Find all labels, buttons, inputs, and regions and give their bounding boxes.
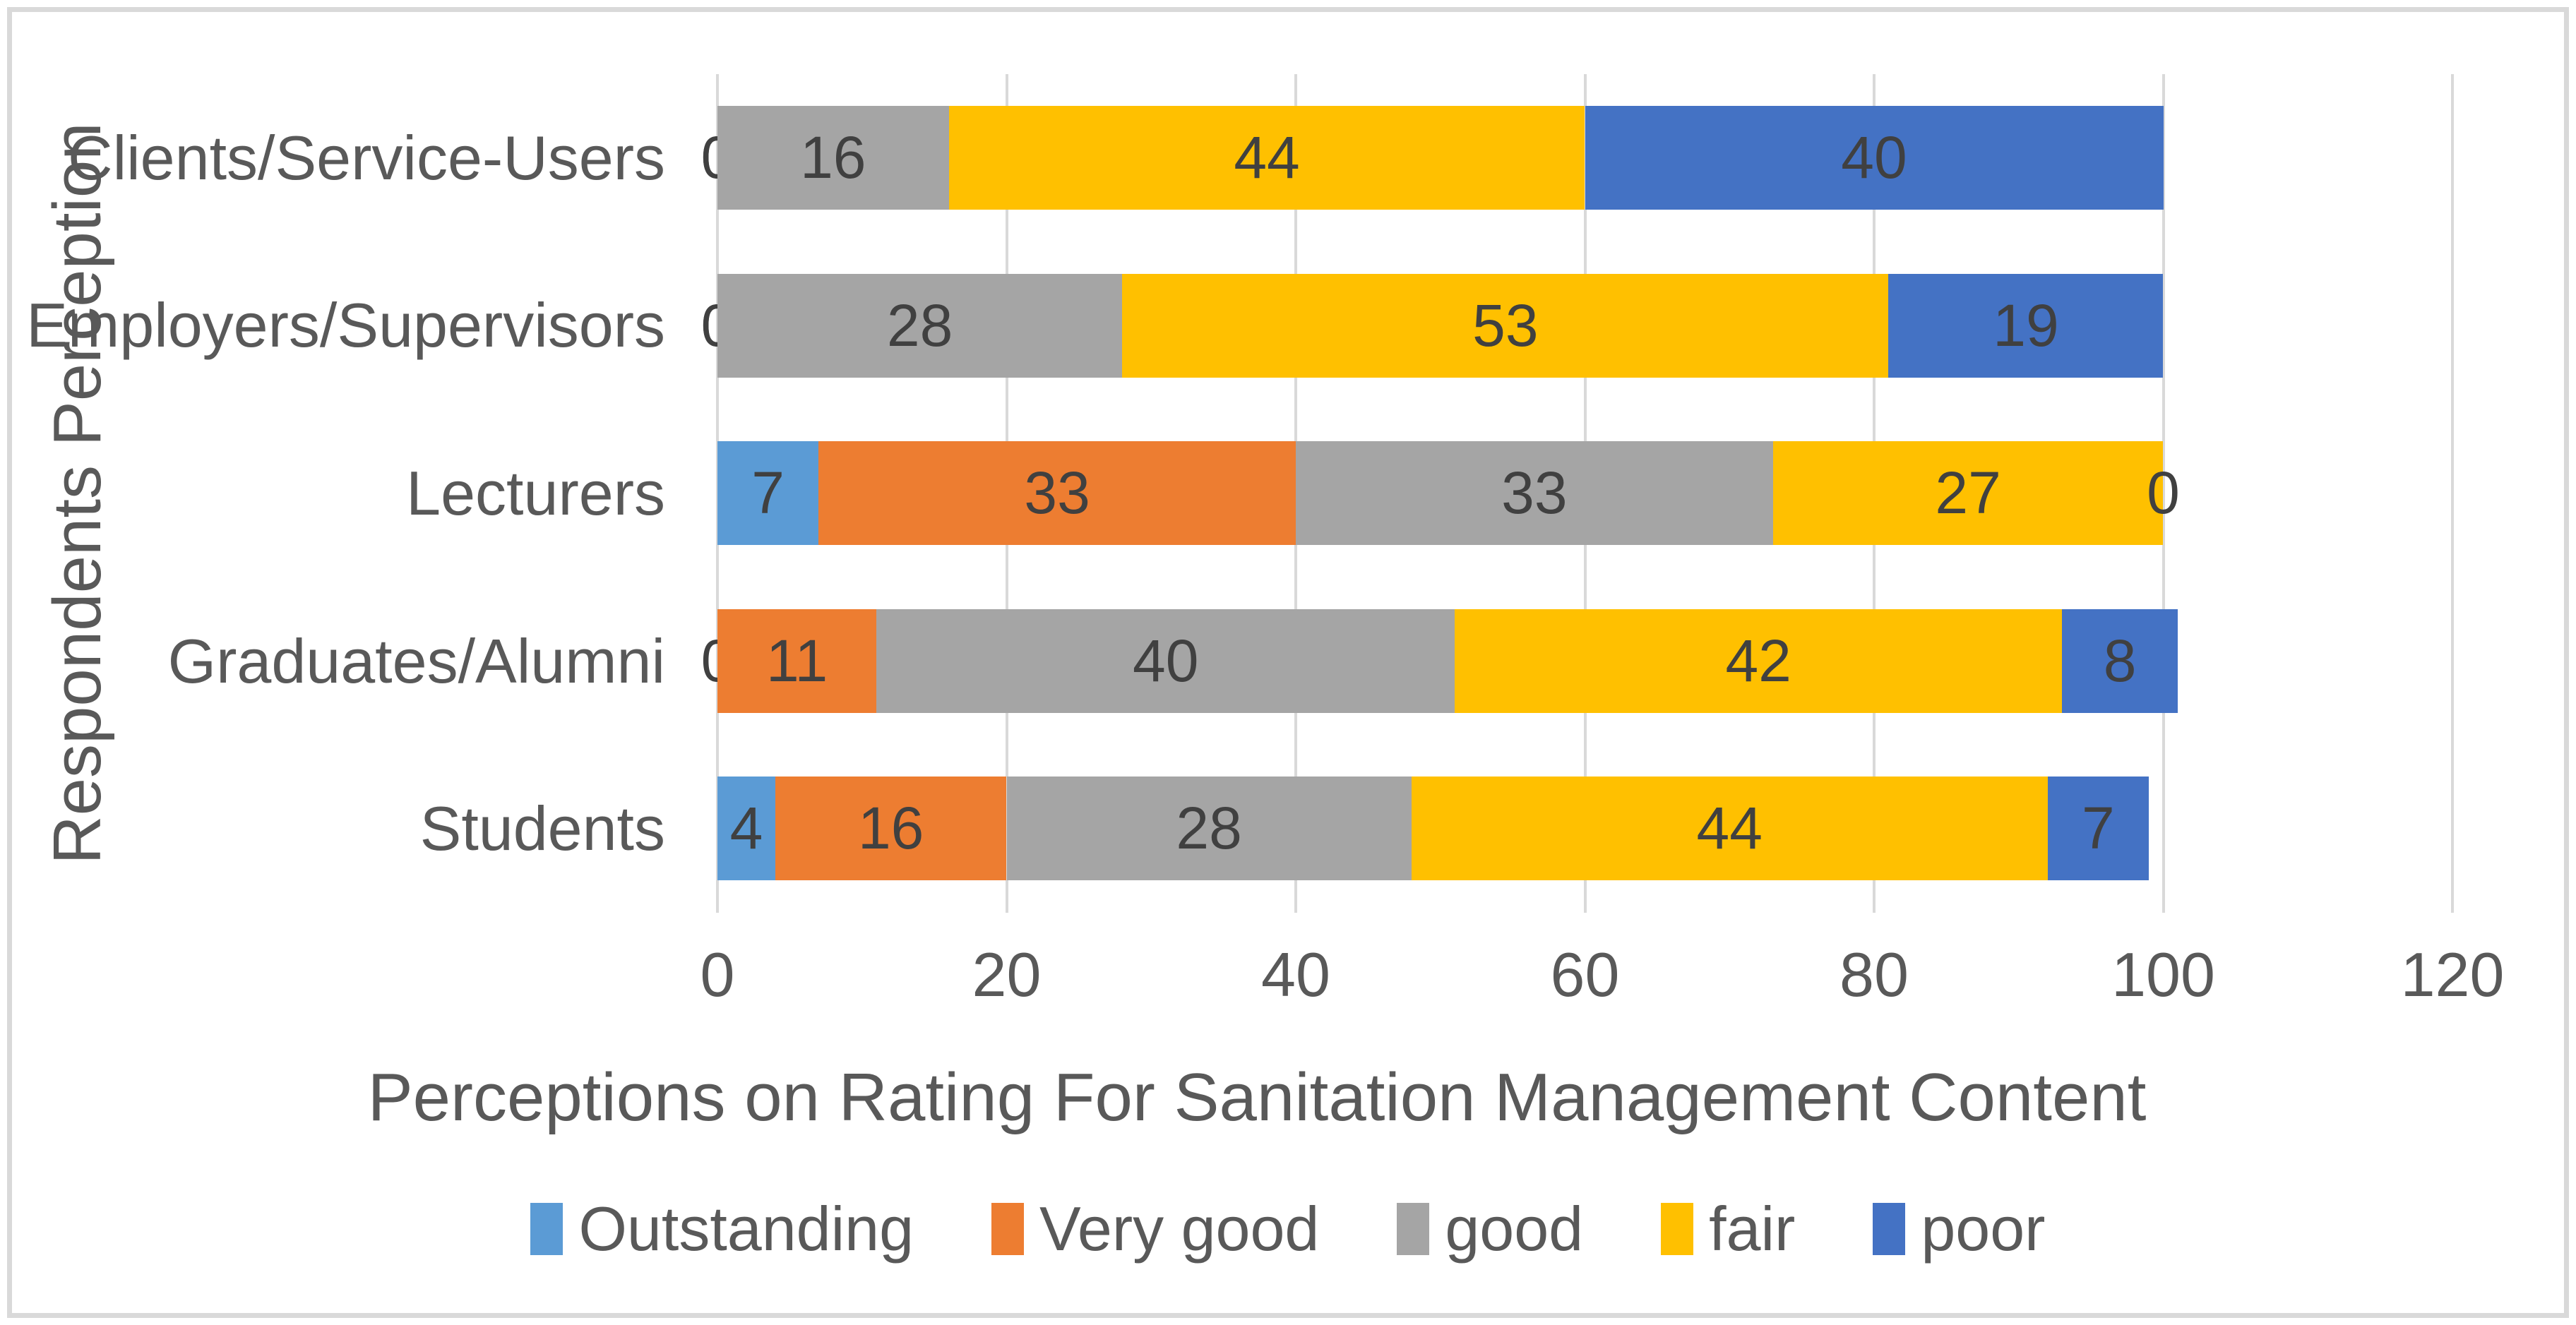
bar-segment: 8 [2062, 608, 2178, 713]
data-label: 7 [2081, 795, 2115, 862]
bar-segment: 11 [717, 608, 877, 713]
category-label: Employers/Supervisors [26, 290, 665, 361]
category-axis: Clients/Service-Users Employers/Superviso… [0, 74, 686, 913]
data-label: 8 [2103, 627, 2137, 694]
data-label: 28 [886, 292, 953, 359]
legend-swatch-icon [530, 1203, 564, 1255]
x-tick-label: 120 [2400, 940, 2505, 1009]
bar-segment: 44 [948, 106, 1585, 210]
bar-segment: 28 [1006, 777, 1412, 881]
data-label: 16 [857, 795, 924, 862]
category-label: Lecturers [406, 457, 665, 528]
legend-swatch-icon [991, 1203, 1025, 1255]
bar-segment: 28 [717, 273, 1123, 378]
data-label: 33 [1024, 460, 1090, 527]
data-label: 4 [729, 795, 763, 862]
bar-segment: 33 [1296, 441, 1773, 546]
category-label: Clients/Service-Users [68, 122, 665, 193]
x-tick-label: 20 [972, 940, 1042, 1009]
data-label: 44 [1234, 124, 1300, 191]
legend-label: poor [1921, 1194, 2046, 1264]
x-tick-label: 100 [2111, 940, 2215, 1009]
data-label: 42 [1725, 627, 1791, 694]
legend-item: good [1397, 1193, 1583, 1265]
bar-segment: 53 [1122, 273, 1889, 378]
legend-label: Outstanding [578, 1194, 914, 1264]
bar-segment: 16 [717, 106, 949, 210]
x-tick-label: 40 [1261, 940, 1330, 1009]
data-label: 27 [1935, 460, 2001, 527]
bar-segment: 16 [775, 777, 1007, 881]
legend-label: good [1445, 1194, 1584, 1264]
data-label: 53 [1472, 292, 1539, 359]
bar-segment: 27 [1772, 441, 2164, 546]
legend-label: fair [1709, 1194, 1796, 1264]
legend-item: fair [1661, 1193, 1795, 1265]
bar-segment: 7 [717, 441, 819, 546]
bar-segment: 40 [1585, 106, 2164, 210]
bar-segment: 44 [1411, 777, 2048, 881]
data-label: 44 [1696, 795, 1763, 862]
data-label: 40 [1133, 627, 1199, 694]
x-tick-label: 0 [700, 940, 735, 1009]
bar-segment: 19 [1888, 273, 2164, 378]
x-axis-ticks: 0 20 40 60 80 100 120 [700, 939, 2505, 1024]
bar-row: 4 16 28 44 7 [717, 745, 2452, 913]
legend-item: Very good [991, 1193, 1319, 1265]
category-label: Students [419, 793, 665, 864]
bar-row: 00285319 [701, 242, 2452, 410]
x-tick-label: 80 [1839, 940, 1909, 1009]
data-label: 11 [766, 627, 828, 694]
chart-legend: Outstanding Very good good fair poor [0, 1193, 2576, 1265]
data-label: 28 [1176, 795, 1242, 862]
legend-item: Outstanding [530, 1193, 914, 1265]
data-label: 40 [1841, 124, 1907, 191]
legend-label: Very good [1039, 1194, 1320, 1264]
legend-swatch-icon [1661, 1203, 1694, 1255]
gridline [2161, 74, 2165, 913]
x-tick-label: 60 [1550, 940, 1620, 1009]
bar-segment: 33 [818, 441, 1296, 546]
bar-segment: 40 [876, 608, 1455, 713]
category-label: Graduates/Alumni [167, 625, 665, 696]
data-label: 7 [751, 460, 785, 527]
bar-row: 7 33 33 27 0 [717, 409, 2452, 577]
legend-item: poor [1873, 1193, 2046, 1265]
gridline [2451, 74, 2454, 913]
x-axis-title: Perceptions on Rating For Sanitation Man… [367, 1060, 2147, 1135]
bar-segment: 7 [2047, 777, 2149, 881]
data-label: 19 [1993, 292, 2059, 359]
data-label: 16 [800, 124, 866, 191]
bar-segment: 42 [1455, 608, 2063, 713]
data-label-zero: 0 [2147, 460, 2180, 527]
bar-row: 00164440 [701, 74, 2452, 242]
bar-segment: 4 [717, 777, 775, 881]
data-label: 33 [1501, 460, 1568, 527]
legend-swatch-icon [1873, 1203, 1906, 1255]
legend-swatch-icon [1397, 1203, 1430, 1255]
plot-area: 0016444000285319733332700114042841628447 [701, 74, 2454, 913]
